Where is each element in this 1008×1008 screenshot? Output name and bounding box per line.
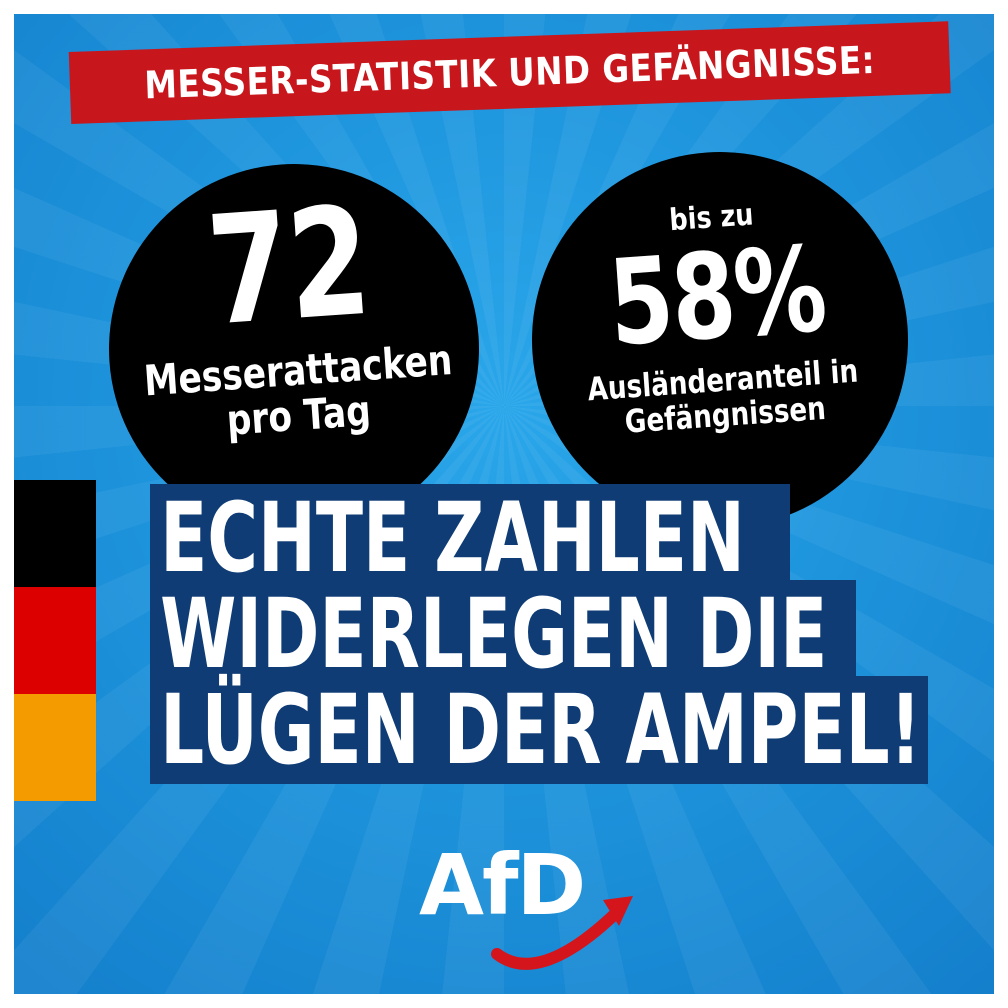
german-flag-stripes xyxy=(14,480,96,801)
headline-line-1: ECHTE ZAHLEN xyxy=(160,482,745,594)
flag-stripe-red xyxy=(14,587,96,694)
banner-text: MESSER-STATISTIK UND GEFÄNGNISSE: xyxy=(143,37,876,108)
prison-share-number: 58% xyxy=(604,219,830,373)
flag-stripe-gold xyxy=(14,694,96,801)
headline-line-2: WIDERLEGEN DIE xyxy=(160,578,828,690)
headline-line-3-box: LÜGEN DER AMPEL! xyxy=(150,674,928,786)
knife-attacks-number: 72 xyxy=(202,174,375,360)
afd-logo: AfD xyxy=(419,836,649,976)
poster: MESSER-STATISTIK UND GEFÄNGNISSE: 72 Mes… xyxy=(14,14,994,994)
headline-line-2-box: WIDERLEGEN DIE xyxy=(150,578,856,690)
flag-stripe-black xyxy=(14,480,96,587)
afd-logo-text: AfD xyxy=(419,836,586,934)
red-swoosh-arrow-icon xyxy=(491,896,633,970)
headline-line-1-box: ECHTE ZAHLEN xyxy=(150,482,790,594)
headline-line-3: LÜGEN DER AMPEL! xyxy=(160,674,922,786)
knife-attacks-label: Messerattacken pro Tag xyxy=(142,335,453,449)
